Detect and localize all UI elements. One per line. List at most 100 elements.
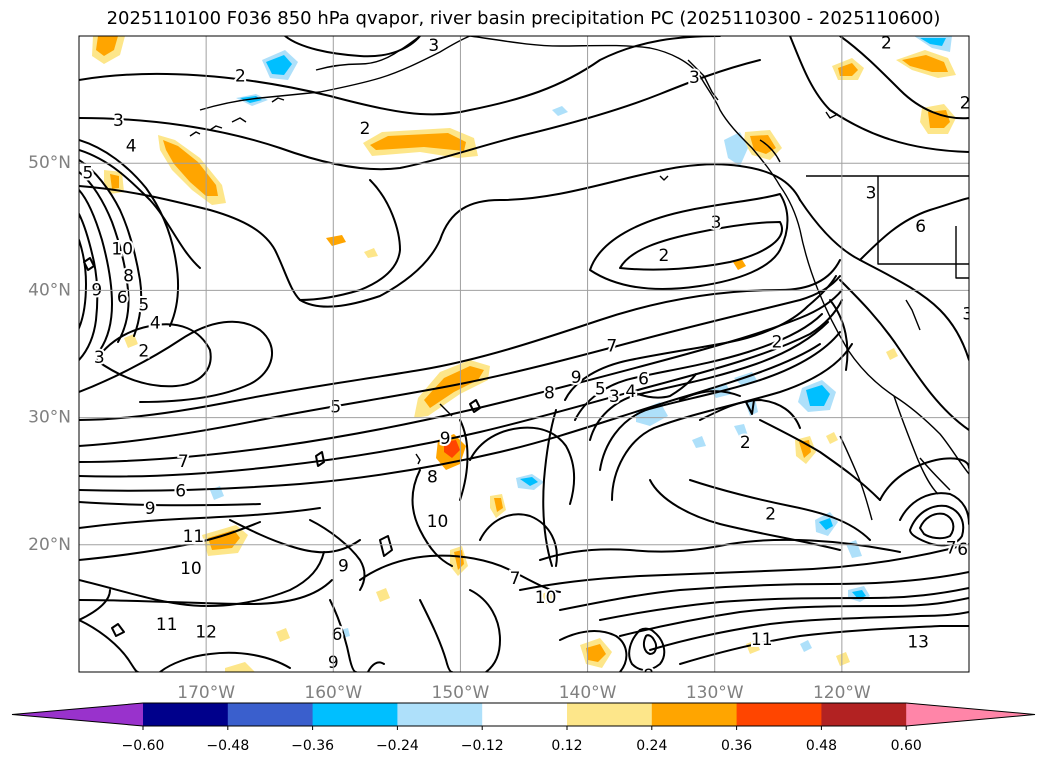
contour-line [679,625,969,665]
negative-precip-patch [262,50,298,80]
contour-line [759,419,881,501]
contour-line [79,619,139,672]
colorbar [11,702,1036,730]
colorbar-tick-label: −0.48 [206,738,249,754]
contour-line [642,634,658,655]
positive-precip-patch [896,50,956,78]
contour-line [519,543,969,591]
positive-precip-patch [124,334,138,348]
positive-precip-patch [363,128,478,158]
positive-precip-patch [158,135,226,205]
colorbar-tick-label: −0.60 [122,738,165,754]
coastline [759,139,781,163]
colorbar-tick-label: 0.12 [551,738,582,754]
contour-label: 3 [689,68,700,88]
contour-label: 2 [658,246,669,266]
map-title: 2025110100 F036 850 hPa qvapor, river ba… [106,8,941,29]
coastline [199,36,471,111]
coastline [209,125,223,131]
contour-line [79,579,333,605]
positive-precip-patch [326,235,346,246]
latitude-tick-label: 20°N [28,535,71,555]
contour-line [79,299,843,478]
colorbar-tick-label: 0.48 [806,738,837,754]
coastline [905,299,921,331]
coastline [271,97,285,103]
contour-label: 3 [711,213,722,233]
positive-precip-patch [376,588,390,602]
contour-line [315,451,325,467]
coastline [315,36,421,71]
longitude-tick-label: 130°W [686,683,744,703]
contour-line [79,275,841,447]
contour-label: 2 [881,34,892,54]
colorbar-segment [821,703,907,726]
colorbar-tick-label: −0.36 [291,738,334,754]
contour-line [649,479,841,551]
positive-precip-patch [414,360,490,418]
contour-label: 10 [180,559,202,579]
contour-line [679,390,741,401]
contour-line [359,554,561,593]
contour-label: 4 [150,313,161,333]
colorbar-tick-label: 0.60 [891,738,922,754]
positive-precip-patch [490,494,506,518]
colorbar-tick-labels: −0.60 −0.48 −0.36 −0.24 −0.12 0.12 0.24 0.36 0.4… [122,738,922,754]
contour-label: 13 [907,633,929,653]
positive-precip-patch [364,248,378,258]
contour-line [479,513,558,567]
negative-precip-patch [636,402,668,426]
positive-precip-patch [104,170,124,194]
contour-label: 6 [915,217,926,237]
contour-label: 5 [82,163,93,183]
contour-line [559,571,969,611]
positive-precip-patch [450,546,468,576]
contour-line [95,323,212,388]
contour-label: 3 [866,184,877,204]
contour-line [542,409,557,567]
contour-label: 7 [178,452,189,472]
map-background [79,36,969,672]
contour-line [859,197,969,261]
coastline [877,176,969,265]
contour-line [159,651,291,672]
positive-precip-patch [542,590,556,604]
contour-line [229,519,361,554]
contour-line [879,457,969,501]
contour-line [628,627,666,671]
latitude-tick-label: 30°N [28,408,71,428]
map-frame [78,35,970,673]
negative-precip-patch [516,474,544,490]
contour-line [919,512,955,540]
colorbar-tick-label: 0.36 [721,738,752,754]
contour-line [459,419,469,501]
contour-label: 9 [571,368,582,388]
contour-label: 6 [638,369,649,389]
contour-line [79,59,761,171]
contour-line [329,599,357,672]
colorbar-segment [312,703,398,726]
contour-line [745,399,755,415]
positive-precip-patch [836,652,850,666]
longitude-tick-label: 160°W [304,683,362,703]
colorbar-segment [651,703,738,726]
latitude-tick-labels: 50°N 40°N 30°N 20°N [28,153,71,555]
contour-label: 10 [111,240,133,260]
negative-precip-patch [734,424,748,438]
colorbar-tick-label: −0.12 [461,738,504,754]
coastline [955,226,969,279]
coastline [231,117,247,123]
coastline [469,36,801,231]
contour-line [79,213,99,361]
negative-precip-patch [800,640,812,652]
contour-line [79,139,179,327]
longitude-tick-labels: 170°W 160°W 150°W 140°W 130°W 120°W [177,683,871,703]
contour-line [564,275,837,401]
contour-line [79,343,821,492]
contour-label: 9 [440,429,451,449]
colorbar-extend-high [906,703,1035,726]
contour-label: 5 [330,397,341,417]
contour-label: 4 [126,137,137,157]
contour-label: 0 [972,417,983,437]
